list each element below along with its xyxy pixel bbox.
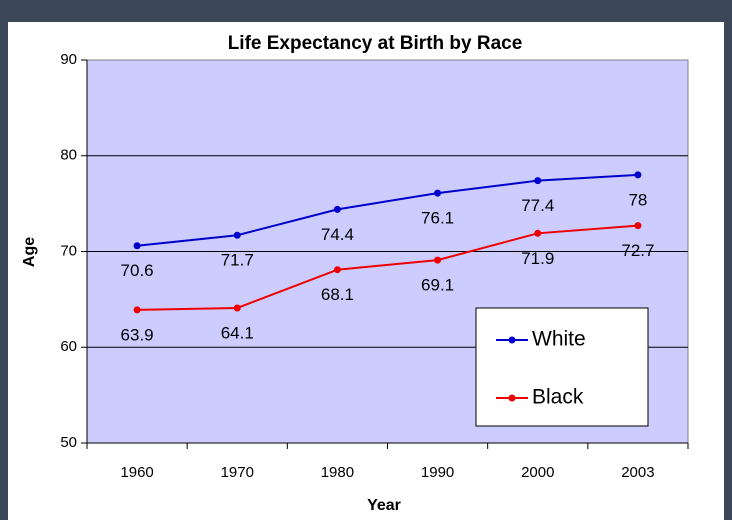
legend-marker — [508, 394, 516, 402]
data-point — [133, 242, 141, 250]
data-point — [333, 205, 341, 213]
x-tick-label: 1960 — [120, 464, 153, 481]
data-label: 71.7 — [221, 251, 254, 270]
x-tick-label: 1980 — [321, 464, 354, 481]
data-point — [634, 222, 642, 230]
data-label: 69.1 — [421, 276, 454, 295]
y-tick-label: 90 — [60, 51, 77, 68]
data-label: 64.1 — [221, 323, 254, 342]
legend-marker — [508, 336, 516, 344]
data-point — [534, 177, 542, 185]
x-axis-label: Year — [367, 497, 401, 514]
x-tick-label: 2003 — [621, 464, 654, 481]
series-line — [137, 224, 638, 311]
data-point — [133, 306, 141, 314]
x-tick-label: 2000 — [521, 464, 554, 481]
data-label: 68.1 — [321, 285, 354, 304]
y-axis-label: Age — [21, 237, 38, 267]
data-label: 71.9 — [521, 249, 554, 268]
data-label: 70.6 — [121, 261, 154, 280]
y-tick-label: 70 — [60, 242, 77, 259]
data-point — [333, 266, 341, 274]
data-label: 77.4 — [521, 196, 554, 215]
data-point — [634, 171, 642, 179]
series-line — [136, 173, 638, 247]
data-label: 78 — [628, 190, 647, 209]
legend-box — [475, 307, 649, 427]
data-point — [434, 256, 442, 264]
data-label: 76.1 — [421, 209, 454, 228]
data-point — [434, 189, 442, 197]
y-tick-label: 80 — [60, 147, 77, 164]
y-tick-label: 60 — [60, 338, 77, 355]
legend-label: White — [532, 328, 586, 351]
data-point — [534, 229, 542, 237]
y-tick-label: 50 — [60, 434, 77, 451]
x-tick-label: 1990 — [421, 464, 454, 481]
data-label: 74.4 — [321, 225, 354, 244]
data-label: 72.7 — [621, 241, 654, 260]
data-point — [233, 304, 241, 312]
chart-title: Life Expectancy at Birth by Race — [228, 33, 523, 54]
legend-label: Black — [532, 386, 584, 409]
data-label: 63.9 — [121, 325, 154, 344]
x-tick-label: 1970 — [221, 464, 254, 481]
data-point — [233, 231, 241, 239]
